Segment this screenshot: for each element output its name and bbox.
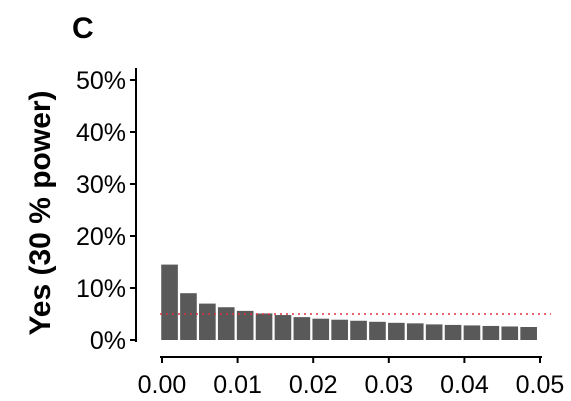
y-ticks-group: 0% 10% 20% 30% 40% 50% xyxy=(76,67,136,355)
bar xyxy=(463,325,481,340)
bar xyxy=(255,313,273,340)
bar xyxy=(369,321,386,340)
bar xyxy=(520,327,537,340)
x-tick-label: 0.03 xyxy=(364,371,413,399)
bar xyxy=(331,319,348,340)
bars-group xyxy=(161,264,537,340)
bar xyxy=(217,307,235,340)
bar xyxy=(180,293,197,340)
x-tick-label: 0.02 xyxy=(289,371,338,399)
bar xyxy=(350,320,367,340)
bar xyxy=(425,324,443,340)
y-tick-label: 20% xyxy=(76,223,126,251)
bar xyxy=(482,325,500,340)
y-tick-label: 0% xyxy=(90,327,126,355)
panel-label: C xyxy=(72,12,94,45)
bar xyxy=(274,315,292,340)
bar xyxy=(444,324,462,340)
y-axis-label: Yes (30 % power) xyxy=(24,90,57,335)
bar xyxy=(312,318,330,340)
x-tick-label: 0.04 xyxy=(440,371,489,399)
y-tick-label: 30% xyxy=(76,171,126,199)
y-tick-label: 40% xyxy=(76,119,126,147)
x-tick-label: 0.05 xyxy=(516,371,565,399)
bar xyxy=(199,303,216,340)
bar xyxy=(388,322,405,340)
bar xyxy=(501,326,519,340)
x-ticks-group: 0.00 0.01 0.02 0.03 0.04 0.05 xyxy=(138,357,565,399)
bar xyxy=(293,317,311,340)
bar xyxy=(406,323,424,340)
x-tick-label: 0.01 xyxy=(213,371,262,399)
y-tick-label: 10% xyxy=(76,275,126,303)
x-tick-label: 0.00 xyxy=(138,371,187,399)
y-tick-label: 50% xyxy=(76,67,126,95)
bar xyxy=(236,310,254,340)
bar xyxy=(161,264,178,340)
